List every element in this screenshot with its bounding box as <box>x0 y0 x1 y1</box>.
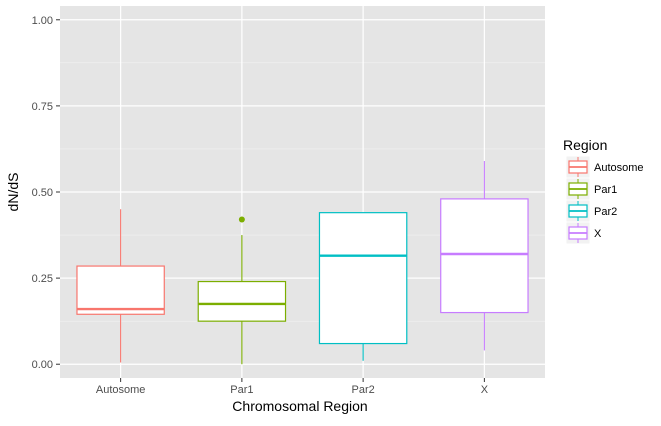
box-layer <box>76 161 529 365</box>
legend-label: Par1 <box>594 184 617 196</box>
y-tick-label: 0.75 <box>32 101 53 113</box>
y-tick-label: 1.00 <box>32 15 53 27</box>
box-iqr <box>440 198 529 314</box>
y-tick-label: 0.25 <box>32 273 53 285</box>
x-tick-label: Par2 <box>352 384 375 396</box>
y-tick-label: 0.00 <box>32 359 53 371</box>
legend: Autosome Par1 Par2 X <box>565 155 644 245</box>
box-par1 <box>197 216 287 365</box>
legend-label: X <box>594 228 602 240</box>
x-tick-label: X <box>481 384 489 396</box>
box-par2 <box>318 212 408 361</box>
legend-title: Region <box>563 137 607 153</box>
x-tick-label: Autosome <box>96 384 146 396</box>
axis-layer: 0.00 0.25 0.50 0.75 1.00 Autosome Par1 Par2 X <box>32 15 489 396</box>
box-iqr <box>318 212 408 345</box>
y-tick-label: 0.50 <box>32 187 53 199</box>
legend-item-par2: Par2 <box>565 199 617 223</box>
box-autosome <box>76 209 165 363</box>
box-x <box>440 161 529 351</box>
legend-item-autosome: Autosome <box>565 155 644 179</box>
legend-item-x: X <box>565 221 602 245</box>
box-iqr <box>76 265 165 315</box>
outlier-point <box>238 216 245 223</box>
x-axis-title: Chromosomal Region <box>232 398 367 414</box>
box-iqr <box>197 280 287 322</box>
legend-label: Par2 <box>594 206 617 218</box>
legend-item-par1: Par1 <box>565 177 617 201</box>
x-tick-label: Par1 <box>230 384 253 396</box>
y-axis-title: dN/dS <box>5 173 21 212</box>
legend-label: Autosome <box>594 162 644 174</box>
